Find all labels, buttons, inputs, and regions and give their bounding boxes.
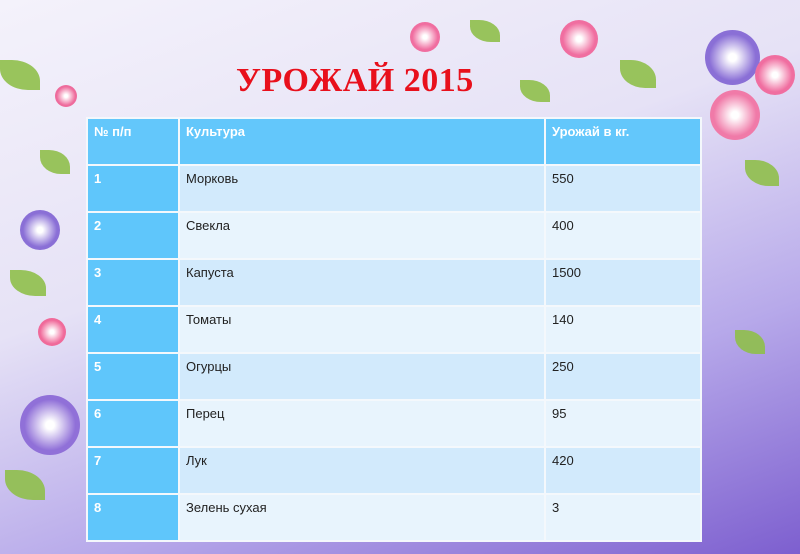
table-header-row: № п/п Культура Урожай в кг. [86, 117, 702, 166]
leaf-icon [745, 160, 779, 186]
cell-number: 8 [86, 493, 180, 542]
cell-crop: Морковь [178, 164, 546, 213]
cell-crop: Капуста [178, 258, 546, 307]
leaf-icon [5, 470, 45, 500]
header-number: № п/п [86, 117, 180, 166]
cell-crop: Свекла [178, 211, 546, 260]
table-row: 6 Перец 95 [86, 399, 702, 448]
table-row: 1 Морковь 550 [86, 164, 702, 213]
cell-yield: 3 [544, 493, 702, 542]
table-row: 7 Лук 420 [86, 446, 702, 495]
flower-icon [410, 22, 440, 52]
cell-number: 2 [86, 211, 180, 260]
table-row: 4 Томаты 140 [86, 305, 702, 354]
cell-crop: Зелень сухая [178, 493, 546, 542]
table-row: 8 Зелень сухая 3 [86, 493, 702, 542]
cell-crop: Перец [178, 399, 546, 448]
flower-icon [55, 85, 77, 107]
flower-icon [710, 90, 760, 140]
flower-icon [38, 318, 66, 346]
cell-yield: 1500 [544, 258, 702, 307]
leaf-icon [470, 20, 500, 42]
slide-title: УРОЖАЙ 2015 [236, 62, 474, 99]
cell-yield: 140 [544, 305, 702, 354]
table-row: 3 Капуста 1500 [86, 258, 702, 307]
leaf-icon [735, 330, 765, 354]
flower-icon [705, 30, 760, 85]
cell-number: 7 [86, 446, 180, 495]
cell-yield: 420 [544, 446, 702, 495]
leaf-icon [520, 80, 550, 102]
leaf-icon [0, 60, 40, 90]
cell-crop: Лук [178, 446, 546, 495]
leaf-icon [620, 60, 656, 88]
cell-yield: 400 [544, 211, 702, 260]
header-crop: Культура [178, 117, 546, 166]
cell-number: 4 [86, 305, 180, 354]
cell-crop: Огурцы [178, 352, 546, 401]
cell-number: 6 [86, 399, 180, 448]
table-row: 2 Свекла 400 [86, 211, 702, 260]
cell-crop: Томаты [178, 305, 546, 354]
leaf-icon [40, 150, 70, 174]
cell-number: 5 [86, 352, 180, 401]
harvest-table: № п/п Культура Урожай в кг. 1 Морковь 550 2… [86, 117, 702, 542]
flower-icon [755, 55, 795, 95]
flower-icon [20, 210, 60, 250]
table-row: 5 Огурцы 250 [86, 352, 702, 401]
cell-number: 3 [86, 258, 180, 307]
cell-yield: 250 [544, 352, 702, 401]
cell-yield: 550 [544, 164, 702, 213]
leaf-icon [10, 270, 46, 296]
header-yield: Урожай в кг. [544, 117, 702, 166]
flower-icon [560, 20, 598, 58]
cell-yield: 95 [544, 399, 702, 448]
cell-number: 1 [86, 164, 180, 213]
flower-icon [20, 395, 80, 455]
